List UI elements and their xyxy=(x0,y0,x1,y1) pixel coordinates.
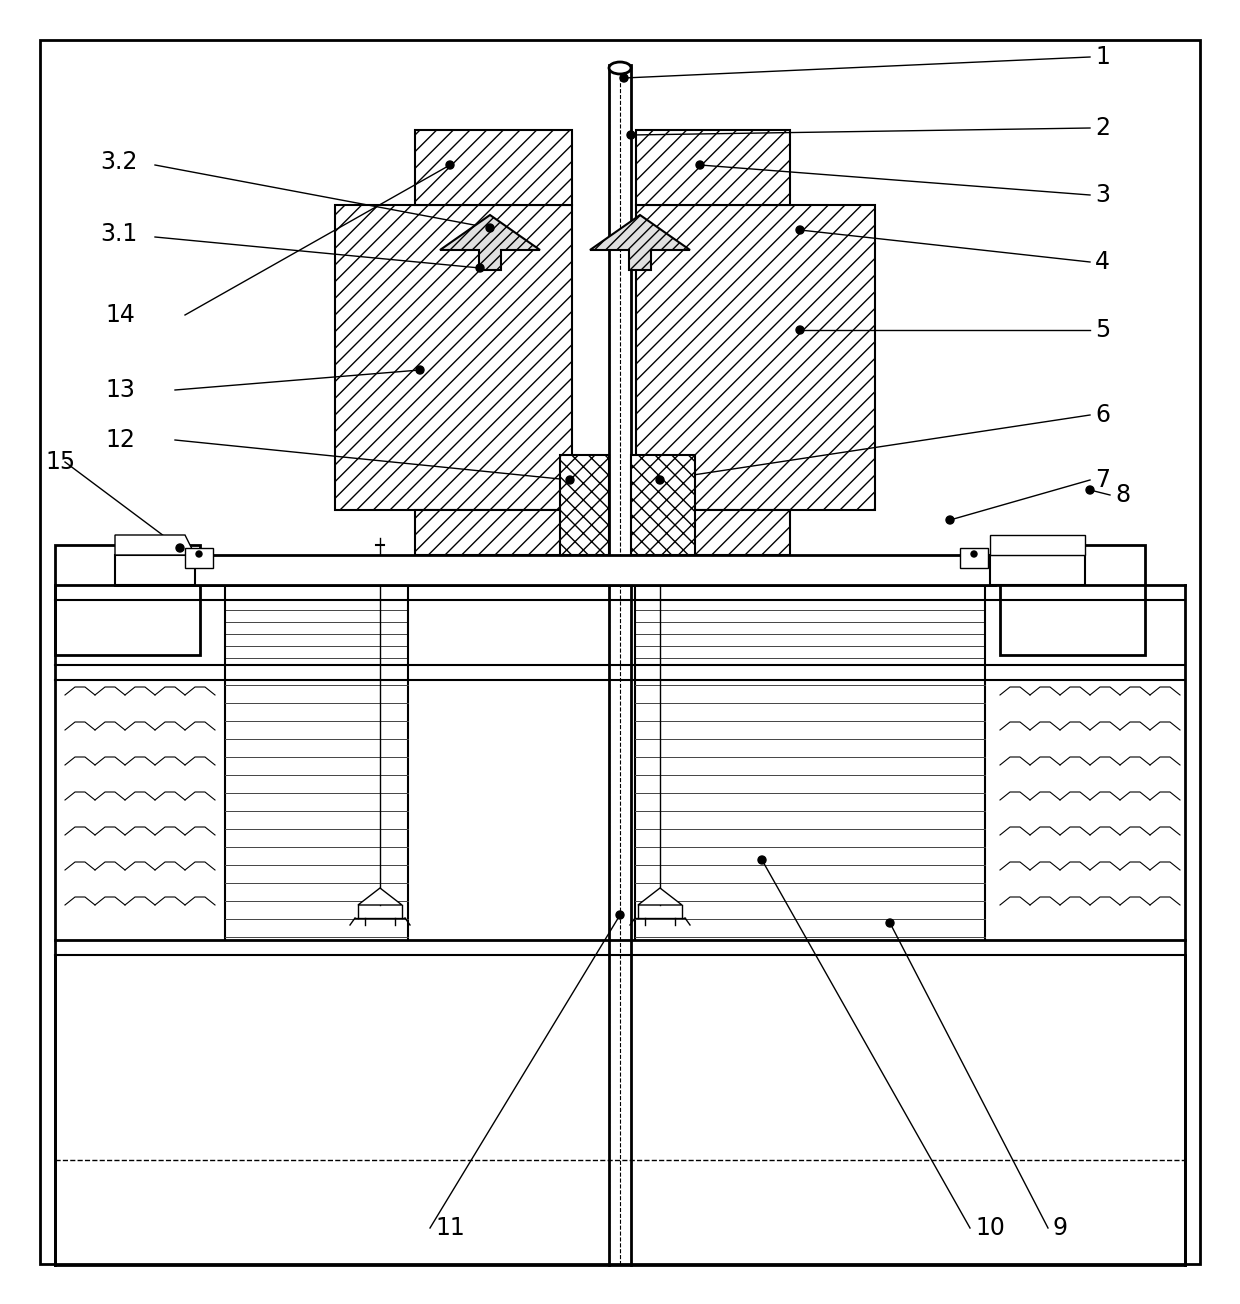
Bar xyxy=(960,548,988,569)
Polygon shape xyxy=(115,556,195,585)
Bar xyxy=(999,545,1145,655)
Text: 3: 3 xyxy=(1095,183,1110,207)
Text: 1: 1 xyxy=(1095,46,1110,69)
Text: 8: 8 xyxy=(1115,482,1130,507)
Circle shape xyxy=(946,516,954,524)
Polygon shape xyxy=(990,556,1085,585)
Text: 13: 13 xyxy=(105,378,135,402)
Bar xyxy=(636,510,790,556)
Circle shape xyxy=(796,326,804,334)
Circle shape xyxy=(758,855,766,865)
Circle shape xyxy=(476,263,484,273)
Polygon shape xyxy=(990,535,1085,556)
Polygon shape xyxy=(440,215,539,270)
Bar xyxy=(335,205,572,510)
Circle shape xyxy=(486,224,494,232)
Polygon shape xyxy=(639,888,682,905)
Circle shape xyxy=(446,160,454,170)
Text: 2: 2 xyxy=(1095,116,1110,140)
Text: 5: 5 xyxy=(1095,318,1110,342)
Text: 4: 4 xyxy=(1095,250,1110,274)
Bar xyxy=(636,130,790,205)
Bar xyxy=(185,548,213,569)
Text: 3.2: 3.2 xyxy=(100,150,138,173)
Ellipse shape xyxy=(609,63,631,74)
Text: 9: 9 xyxy=(1053,1217,1068,1240)
Circle shape xyxy=(627,130,635,140)
Circle shape xyxy=(196,552,202,557)
Circle shape xyxy=(696,160,704,170)
Polygon shape xyxy=(358,888,402,905)
Circle shape xyxy=(656,476,663,484)
Text: 3.1: 3.1 xyxy=(100,222,138,246)
Polygon shape xyxy=(590,215,689,270)
Circle shape xyxy=(565,476,574,484)
Text: 15: 15 xyxy=(45,450,76,473)
Text: 10: 10 xyxy=(975,1217,1004,1240)
Bar xyxy=(636,205,875,510)
Bar xyxy=(115,556,994,585)
Text: 6: 6 xyxy=(1095,403,1110,426)
Circle shape xyxy=(1086,486,1094,494)
Circle shape xyxy=(796,226,804,233)
Circle shape xyxy=(887,919,894,927)
Text: 11: 11 xyxy=(435,1217,465,1240)
Circle shape xyxy=(176,544,184,552)
Bar xyxy=(560,455,609,556)
Bar xyxy=(55,545,200,655)
Circle shape xyxy=(616,911,624,919)
Bar xyxy=(415,510,572,556)
Bar xyxy=(631,455,694,556)
Circle shape xyxy=(620,74,627,82)
Text: 14: 14 xyxy=(105,303,135,327)
Circle shape xyxy=(415,366,424,374)
Text: 7: 7 xyxy=(1095,468,1110,492)
Text: 12: 12 xyxy=(105,428,135,452)
Bar xyxy=(415,130,572,205)
Circle shape xyxy=(971,552,977,557)
Polygon shape xyxy=(115,535,195,556)
